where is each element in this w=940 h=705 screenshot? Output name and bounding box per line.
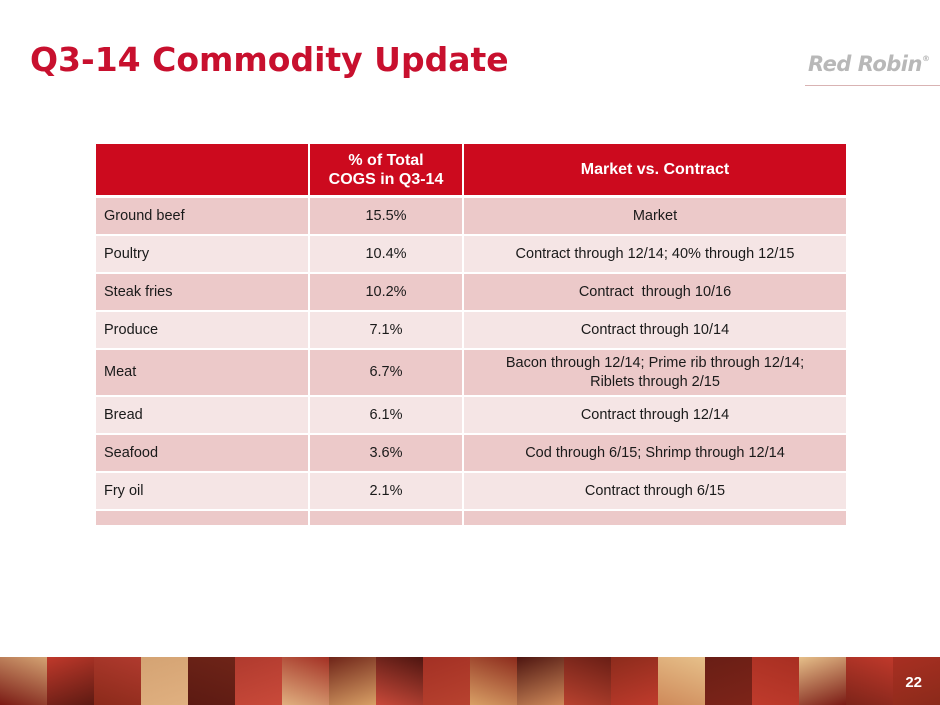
header-pct-cogs: % of Total COGS in Q3-14	[308, 144, 463, 198]
table-row: Seafood 3.6% Cod through 6/15; Shrimp th…	[96, 433, 846, 472]
logo-text: Red Robin	[808, 52, 922, 76]
header-market-contract: Market vs. Contract	[462, 144, 846, 198]
contract-terms: Market	[462, 195, 846, 235]
cogs-percent: 2.1%	[308, 471, 463, 510]
filmstrip-photo	[752, 657, 799, 705]
slide-title: Q3-14 Commodity Update	[30, 40, 509, 79]
page-number: 22	[905, 674, 922, 691]
commodity-name: Bread	[96, 395, 309, 434]
contract-terms: Contract through 6/15	[462, 471, 846, 510]
registered-mark: ®	[921, 54, 930, 63]
table-empty-row	[96, 509, 846, 525]
cogs-percent: 3.6%	[308, 433, 463, 472]
filmstrip-photo	[141, 657, 188, 705]
filmstrip-photo	[0, 657, 47, 705]
cogs-percent: 15.5%	[308, 195, 463, 235]
contract-terms: Contract through 10/14	[462, 310, 846, 349]
empty-cell	[308, 509, 463, 525]
cogs-percent: 6.1%	[308, 395, 463, 434]
cogs-percent: 7.1%	[308, 310, 463, 349]
cogs-percent: 10.2%	[308, 272, 463, 311]
contract-terms: Cod through 6/15; Shrimp through 12/14	[462, 433, 846, 472]
commodity-name: Produce	[96, 310, 309, 349]
filmstrip-photo	[94, 657, 141, 705]
header-pct-line2: COGS in Q3-14	[328, 170, 444, 188]
table-row: Fry oil 2.1% Contract through 6/15	[96, 471, 846, 510]
table-row: Meat 6.7% Bacon through 12/14; Prime rib…	[96, 348, 846, 396]
commodity-name: Poultry	[96, 234, 309, 273]
commodity-table: % of Total COGS in Q3-14 Market vs. Cont…	[96, 144, 846, 525]
cogs-percent: 10.4%	[308, 234, 463, 273]
filmstrip-photo	[235, 657, 282, 705]
commodity-name: Seafood	[96, 433, 309, 472]
header-pct-line1: % of Total	[348, 151, 424, 169]
filmstrip-photo	[517, 657, 564, 705]
filmstrip-photo	[658, 657, 705, 705]
commodity-name: Ground beef	[96, 195, 309, 235]
contract-terms: Contract through 12/14; 40% through 12/1…	[462, 234, 846, 273]
filmstrip-photo	[611, 657, 658, 705]
filmstrip-photo	[329, 657, 376, 705]
table-row: Bread 6.1% Contract through 12/14	[96, 395, 846, 434]
contract-terms: Contract through 10/16	[462, 272, 846, 311]
red-robin-logo: Red Robin®	[808, 52, 930, 76]
empty-cell	[462, 509, 846, 525]
filmstrip-photo	[799, 657, 846, 705]
table-header-row: % of Total COGS in Q3-14 Market vs. Cont…	[96, 144, 846, 198]
logo-divider	[805, 85, 940, 86]
contract-terms-line2: Riblets through 2/15	[590, 373, 720, 390]
filmstrip-photo	[846, 657, 893, 705]
filmstrip-photo	[423, 657, 470, 705]
cogs-percent: 6.7%	[308, 348, 463, 396]
empty-cell	[96, 509, 309, 525]
table-row: Produce 7.1% Contract through 10/14	[96, 310, 846, 349]
filmstrip-photo	[470, 657, 517, 705]
filmstrip-photo	[705, 657, 752, 705]
filmstrip-photo	[376, 657, 423, 705]
commodity-name: Meat	[96, 348, 309, 396]
contract-terms-line1: Bacon through 12/14; Prime rib through 1…	[505, 354, 805, 371]
filmstrip-photo	[282, 657, 329, 705]
table-row: Steak fries 10.2% Contract through 10/16	[96, 272, 846, 311]
table-row: Poultry 10.4% Contract through 12/14; 40…	[96, 234, 846, 273]
contract-terms: Contract through 12/14	[462, 395, 846, 434]
filmstrip-photo	[188, 657, 235, 705]
contract-terms: Bacon through 12/14; Prime rib through 1…	[462, 348, 846, 396]
photo-filmstrip	[0, 657, 940, 705]
filmstrip-photo	[564, 657, 611, 705]
table-row: Ground beef 15.5% Market	[96, 195, 846, 235]
commodity-name: Fry oil	[96, 471, 309, 510]
header-commodity	[96, 144, 309, 198]
commodity-name: Steak fries	[96, 272, 309, 311]
filmstrip-photo	[47, 657, 94, 705]
filmstrip-photo	[893, 657, 940, 705]
